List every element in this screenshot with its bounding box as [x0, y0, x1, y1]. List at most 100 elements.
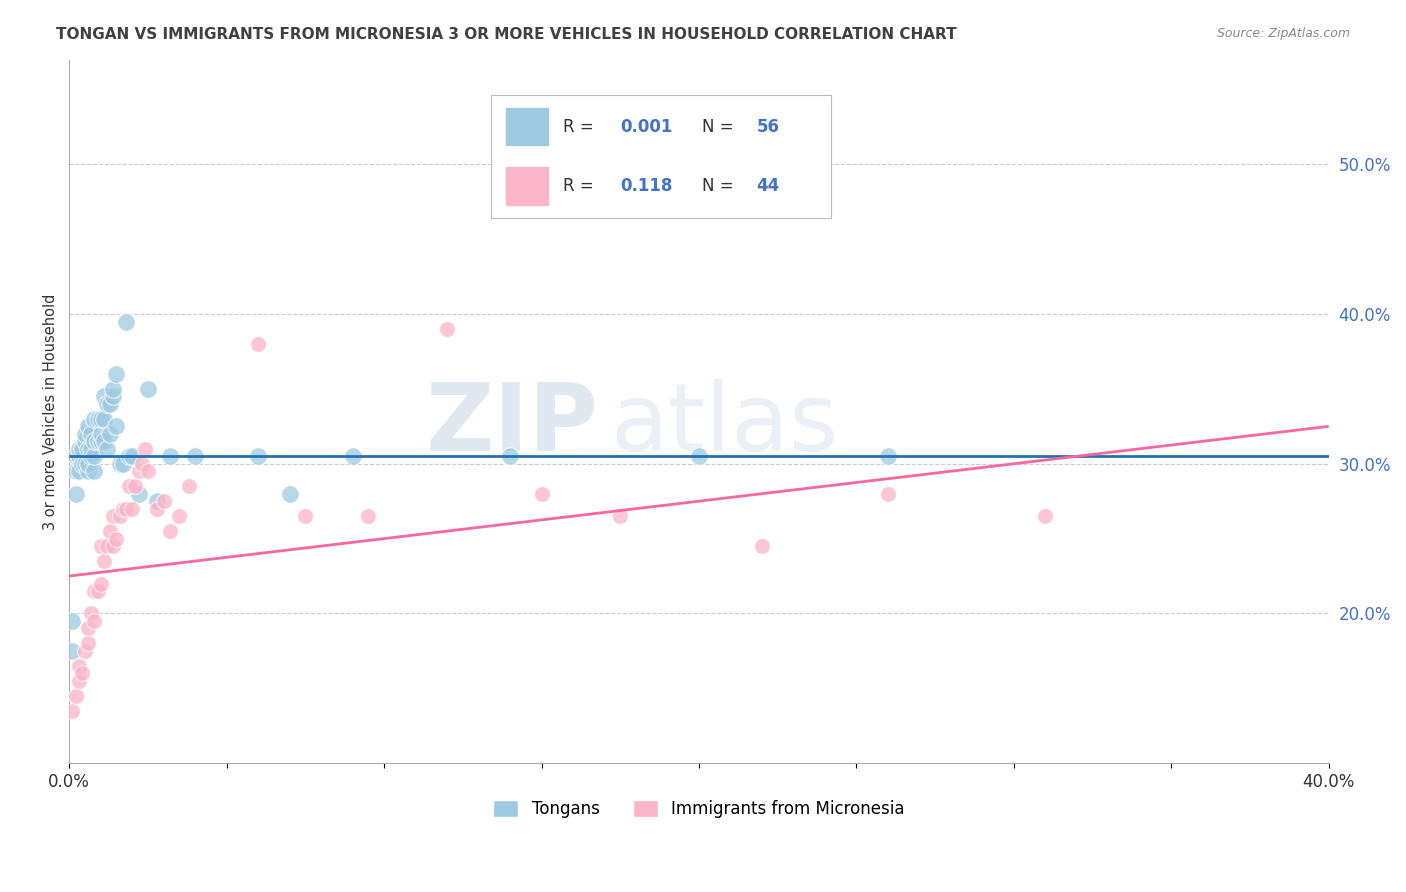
Point — [93, 389, 115, 403]
Point — [86, 434, 108, 449]
Point — [67, 673, 90, 688]
Point — [90, 539, 112, 553]
Point — [103, 389, 125, 403]
Point — [83, 450, 105, 464]
Point — [530, 486, 553, 500]
Point — [67, 450, 90, 464]
Point — [90, 434, 112, 449]
Point — [96, 442, 118, 456]
Point — [131, 457, 153, 471]
Point — [111, 501, 134, 516]
Point — [105, 419, 128, 434]
Point — [751, 539, 773, 553]
Point — [105, 367, 128, 381]
Point — [688, 450, 710, 464]
Point — [247, 337, 270, 351]
Point — [877, 486, 900, 500]
Point — [80, 607, 103, 621]
Point — [134, 442, 156, 456]
Point — [436, 322, 458, 336]
Point — [278, 486, 301, 500]
Point — [93, 554, 115, 568]
Point — [77, 457, 100, 471]
Point — [98, 397, 121, 411]
Point — [357, 509, 380, 524]
Point — [98, 426, 121, 441]
Point — [159, 524, 181, 538]
Point — [118, 479, 141, 493]
Point — [115, 314, 138, 328]
Point — [146, 501, 169, 516]
Point — [111, 457, 134, 471]
Point — [65, 486, 87, 500]
Point — [247, 450, 270, 464]
Point — [124, 479, 146, 493]
Point — [77, 636, 100, 650]
Text: Source: ZipAtlas.com: Source: ZipAtlas.com — [1216, 27, 1350, 40]
Point — [90, 576, 112, 591]
Point — [96, 539, 118, 553]
Point — [67, 442, 90, 456]
Point — [80, 426, 103, 441]
Point — [70, 457, 93, 471]
Point — [83, 434, 105, 449]
Point — [77, 621, 100, 635]
Point — [136, 382, 159, 396]
Point — [105, 532, 128, 546]
Point — [136, 464, 159, 478]
Legend: Tongans, Immigrants from Micronesia: Tongans, Immigrants from Micronesia — [486, 794, 911, 825]
Point — [65, 464, 87, 478]
Point — [73, 434, 96, 449]
Point — [152, 494, 174, 508]
Point — [77, 442, 100, 456]
Point — [128, 464, 150, 478]
Y-axis label: 3 or more Vehicles in Household: 3 or more Vehicles in Household — [44, 293, 58, 530]
Point — [73, 426, 96, 441]
Point — [73, 457, 96, 471]
Point — [128, 486, 150, 500]
Point — [60, 704, 83, 718]
Point — [499, 450, 522, 464]
Point — [65, 450, 87, 464]
Point — [83, 584, 105, 599]
Point — [80, 450, 103, 464]
Point — [121, 501, 143, 516]
Point — [77, 419, 100, 434]
Text: TONGAN VS IMMIGRANTS FROM MICRONESIA 3 OR MORE VEHICLES IN HOUSEHOLD CORRELATION: TONGAN VS IMMIGRANTS FROM MICRONESIA 3 O… — [56, 27, 957, 42]
Point — [103, 382, 125, 396]
Point — [169, 509, 191, 524]
Point — [67, 464, 90, 478]
Point — [86, 584, 108, 599]
Point — [177, 479, 200, 493]
Point — [103, 509, 125, 524]
Point — [103, 539, 125, 553]
Point — [121, 450, 143, 464]
Point — [67, 658, 90, 673]
Point — [86, 412, 108, 426]
Point — [115, 501, 138, 516]
Point — [118, 450, 141, 464]
Point — [60, 614, 83, 628]
Point — [184, 450, 207, 464]
Text: atlas: atlas — [610, 379, 839, 472]
Point — [65, 689, 87, 703]
Point — [77, 464, 100, 478]
Point — [83, 614, 105, 628]
Point — [70, 666, 93, 681]
Point — [294, 509, 316, 524]
Point — [98, 524, 121, 538]
Point — [70, 442, 93, 456]
Point — [146, 494, 169, 508]
Point — [60, 644, 83, 658]
Point — [96, 397, 118, 411]
Point — [90, 426, 112, 441]
Point — [80, 442, 103, 456]
Point — [609, 509, 631, 524]
Text: ZIP: ZIP — [426, 379, 598, 472]
Point — [93, 412, 115, 426]
Point — [1035, 509, 1057, 524]
Point — [90, 412, 112, 426]
Point — [83, 464, 105, 478]
Point — [73, 644, 96, 658]
Point — [93, 434, 115, 449]
